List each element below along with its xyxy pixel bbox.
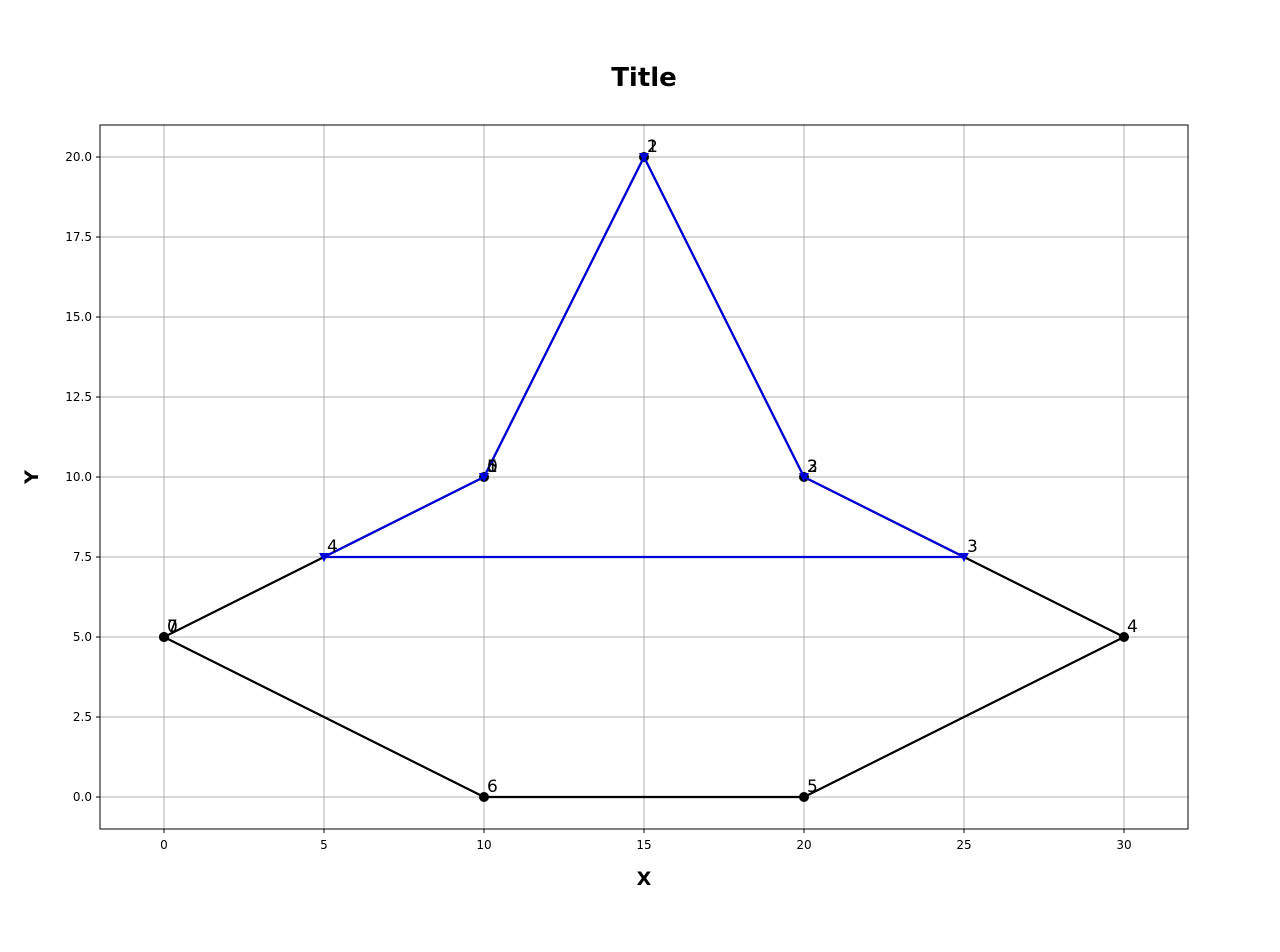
series-1-line: [322, 155, 966, 559]
y-tick-label: 12.5: [65, 390, 92, 404]
x-tick-label: 20: [796, 838, 811, 852]
data-point-label: 0: [487, 457, 498, 477]
y-axis-label: Y: [21, 470, 43, 485]
data-point-marker: [1119, 632, 1129, 642]
data-point-label: 1: [487, 457, 498, 477]
y-tick-label: 5.0: [73, 630, 92, 644]
data-point-label: 6: [487, 777, 498, 797]
x-axis-label: X: [637, 868, 652, 890]
y-tick-label: 2.5: [73, 710, 92, 724]
data-point-label: 0: [167, 617, 178, 637]
x-tick-label: 10: [476, 838, 491, 852]
x-tick-label: 25: [956, 838, 971, 852]
data-point-marker: [799, 792, 809, 802]
chart-title: Title: [611, 63, 677, 93]
data-point-label: 2: [807, 457, 818, 477]
data-point-marker: [639, 153, 649, 162]
y-tick-label: 17.5: [65, 230, 92, 244]
data-point-marker: [959, 553, 969, 562]
y-tick-label: 7.5: [73, 550, 92, 564]
data-point-label: 5: [487, 457, 498, 477]
y-tick-label: 0.0: [73, 790, 92, 804]
axis-ticks: 0 5 10 15 20 25 300.02.55.07.510.012.515.017.5…: [65, 150, 1131, 852]
x-tick-label: 5: [320, 838, 328, 852]
data-point-marker: [479, 473, 489, 482]
y-tick-label: 10.0: [65, 470, 92, 484]
y-tick-label: 20.0: [65, 150, 92, 164]
data-point-marker: [479, 792, 489, 802]
data-point-marker: [319, 553, 329, 562]
data-point-label: 3: [807, 457, 818, 477]
data-point-marker: [159, 632, 169, 642]
x-tick-label: 15: [636, 838, 651, 852]
data-point-label: 2: [647, 137, 658, 157]
x-tick-label: 30: [1116, 838, 1131, 852]
data-point-label: 5: [807, 777, 818, 797]
data-point-label: 4: [327, 537, 338, 557]
data-point-label: 4: [1127, 617, 1138, 637]
x-tick-label: 0: [160, 838, 168, 852]
data-point-label: 7: [167, 617, 178, 637]
data-point-marker: [799, 473, 809, 482]
y-tick-label: 15.0: [65, 310, 92, 324]
data-point-label: 3: [967, 537, 978, 557]
data-point-label: 1: [647, 137, 658, 157]
